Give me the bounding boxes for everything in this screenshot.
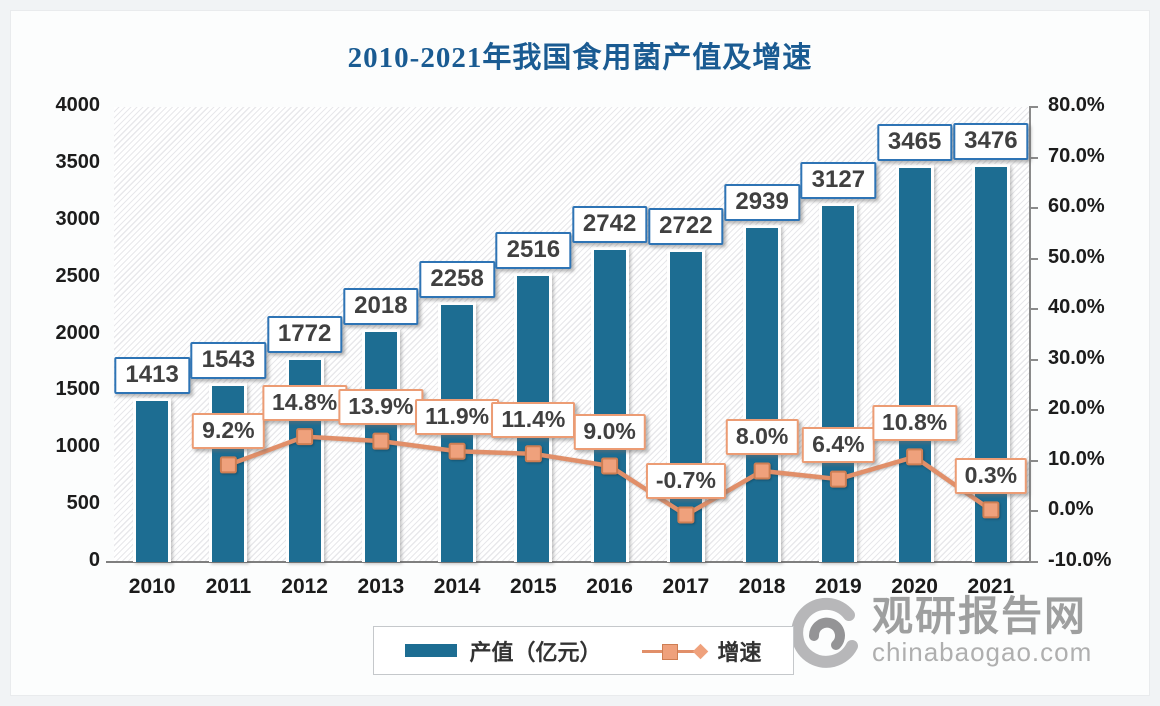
- right-axis-tick: [1029, 106, 1038, 108]
- x-axis-label: 2011: [205, 575, 252, 598]
- bar: [133, 398, 172, 562]
- growth-value-label: -0.7%: [645, 462, 726, 499]
- left-axis-tick-label: 0: [88, 549, 100, 571]
- bar-value-label: 3127: [800, 162, 877, 200]
- line-marker: [296, 428, 314, 446]
- watermark-logo-icon: [786, 594, 864, 679]
- right-axis-tick: [1029, 510, 1038, 513]
- bar-value-label: 2742: [571, 206, 648, 244]
- watermark-name: 观研报告网: [872, 593, 1087, 639]
- legend-item-growth-label: 增速: [717, 639, 762, 665]
- plot-area: [114, 107, 1029, 562]
- line-marker: [982, 501, 1000, 519]
- growth-value-label: 0.3%: [954, 457, 1028, 494]
- legend: 产值（亿元） 增速: [373, 626, 794, 675]
- growth-line-series: [219, 428, 1000, 524]
- x-axis-label: 2018: [738, 575, 786, 598]
- right-axis-tick-label: 40.0%: [1048, 296, 1105, 319]
- x-axis-label: 2015: [510, 575, 557, 598]
- bar-value-label: 2258: [419, 261, 495, 299]
- right-axis-tick-label: 70.0%: [1048, 144, 1105, 167]
- growth-value-label: 9.2%: [192, 412, 265, 449]
- line-marker: [601, 457, 619, 475]
- right-axis-tick-label: 20.0%: [1048, 397, 1105, 420]
- bar-value-label: 1543: [190, 342, 267, 380]
- line-marker: [906, 448, 924, 466]
- growth-value-label: 11.9%: [415, 399, 500, 436]
- watermark: 观研报告网 chinabaogao.com: [786, 594, 1092, 679]
- line-marker: [448, 442, 466, 460]
- bar: [590, 247, 629, 562]
- growth-value-label: 13.9%: [338, 389, 424, 426]
- line-marker: [372, 432, 390, 450]
- right-axis-tick-label: 60.0%: [1048, 195, 1105, 218]
- x-axis-label: 2013: [357, 575, 405, 598]
- chart-title: 2010-2021年我国食用菌产值及增速: [347, 42, 813, 74]
- right-axis-tick: [1029, 409, 1038, 412]
- right-axis-tick-label: 80.0%: [1048, 94, 1105, 116]
- right-axis-line: [1029, 107, 1031, 562]
- x-axis-label: 2010: [128, 575, 176, 598]
- right-axis-tick: [1029, 257, 1038, 260]
- x-axis-label: 2014: [433, 575, 481, 598]
- right-axis-tick: [1029, 358, 1038, 361]
- left-axis-tick-label: 2000: [55, 321, 101, 344]
- line-marker: [753, 462, 771, 480]
- bar-value-label: 1772: [266, 316, 343, 354]
- x-axis-label: 2020: [891, 575, 938, 598]
- right-axis-tick-label: -10.0%: [1048, 549, 1112, 571]
- line-marker: [219, 456, 237, 474]
- right-axis-tick: [1029, 561, 1038, 563]
- left-axis-tick-label: 2500: [55, 264, 101, 287]
- left-axis-tick-label: 3000: [55, 207, 101, 230]
- right-axis-tick: [1029, 207, 1038, 210]
- watermark-url: chinabaogao.com: [872, 637, 1093, 667]
- line-marker: [829, 470, 847, 488]
- line-marker: [677, 506, 695, 524]
- growth-value-label: 11.4%: [491, 401, 576, 438]
- bar-value-label: 2722: [648, 208, 724, 246]
- growth-value-label: 14.8%: [262, 384, 348, 421]
- x-axis-label: 2016: [586, 575, 633, 598]
- growth-value-label: 6.4%: [802, 427, 875, 464]
- bar: [971, 163, 1010, 562]
- bar-value-label: 2516: [495, 231, 572, 269]
- bar: [743, 224, 782, 562]
- legend-line-swatch: [641, 643, 708, 660]
- growth-value-label: 8.0%: [725, 419, 799, 455]
- x-axis-label: 2021: [967, 575, 1015, 598]
- x-axis-label: 2012: [281, 575, 328, 598]
- bar-value-label: 2018: [343, 288, 419, 326]
- growth-value-label: 10.8%: [872, 404, 958, 441]
- right-axis-tick-label: 50.0%: [1048, 245, 1105, 268]
- x-axis-line: [106, 560, 1038, 563]
- growth-value-label: 9.0%: [573, 413, 646, 450]
- left-axis-tick-label: 1500: [55, 378, 101, 401]
- bar: [895, 164, 934, 562]
- left-axis-tick-label: 4000: [55, 94, 101, 116]
- right-axis-tick-label: 30.0%: [1048, 346, 1105, 369]
- x-axis-label: 2017: [662, 575, 710, 598]
- right-axis-tick: [1029, 156, 1038, 159]
- bar-value-label: 3465: [876, 123, 953, 161]
- right-axis-tick: [1029, 308, 1038, 311]
- bar-value-label: 3476: [953, 122, 1029, 160]
- legend-bar-swatch: [405, 644, 458, 657]
- bar: [819, 203, 858, 562]
- bar-value-label: 2939: [724, 183, 800, 221]
- line-marker: [524, 445, 542, 463]
- right-axis-tick-label: 10.0%: [1048, 447, 1105, 470]
- left-axis-tick-label: 500: [66, 492, 100, 515]
- right-axis-tick: [1029, 459, 1038, 462]
- x-axis-label: 2019: [815, 575, 862, 598]
- legend-item-output-label: 产值（亿元）: [469, 639, 602, 665]
- left-axis-tick-label: 3500: [55, 150, 101, 173]
- left-axis-tick-label: 1000: [55, 435, 101, 458]
- right-axis-tick-label: 0.0%: [1048, 498, 1094, 521]
- bar-value-label: 1413: [114, 357, 190, 395]
